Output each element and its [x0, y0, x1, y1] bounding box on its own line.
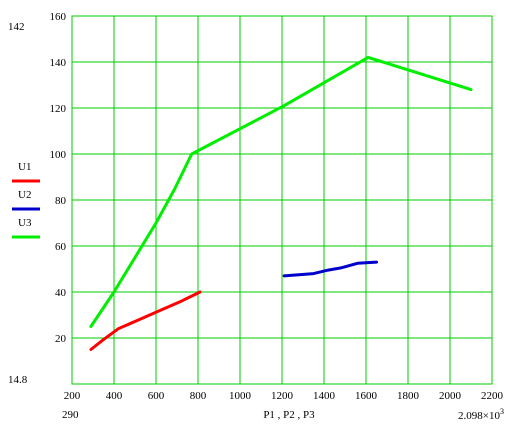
x-tick-label: 1200	[271, 390, 294, 402]
series-line-u1	[89, 290, 202, 351]
y-tick-label: 100	[50, 149, 67, 161]
x-tick-label: 600	[148, 390, 165, 402]
x-axis-title: P1 , P2 , P3	[263, 409, 315, 421]
x-tick-label: 1400	[313, 390, 336, 402]
y-tick-label: 140	[50, 57, 67, 69]
x-tick-label: 400	[106, 390, 123, 402]
y-tick-label: 80	[55, 195, 67, 207]
y-min-label: 14.8	[8, 374, 28, 386]
y-tick-label: 40	[55, 287, 67, 299]
legend-label-u1: U1	[18, 161, 31, 173]
grid	[71, 15, 493, 385]
x-tick-label: 2000	[439, 390, 462, 402]
legend-label-u3: U3	[18, 217, 32, 229]
y-tick-label: 20	[55, 333, 67, 345]
series-line-u2	[282, 260, 378, 278]
series-line-u3	[89, 55, 473, 328]
x-max-exponent: 3	[500, 407, 504, 416]
x-max-base: 2.098×10	[458, 410, 500, 422]
series-group	[89, 55, 473, 351]
y-tick-label: 120	[50, 103, 67, 115]
x-tick-label: 1000	[229, 390, 252, 402]
legend-label-u2: U2	[18, 189, 31, 201]
y-tick-label: 60	[55, 241, 67, 253]
y-max-label: 142	[8, 21, 25, 33]
y-tick-label: 160	[50, 11, 67, 23]
tick-labels: 200 400 600 800 1000 1200 1400 1600 1800 2000 2200…	[50, 11, 504, 402]
x-tick-label: 200	[64, 390, 81, 402]
x-tick-label: 1600	[355, 390, 378, 402]
x-max-label: 2.098×103	[458, 407, 504, 422]
x-tick-label: 2200	[481, 390, 504, 402]
x-tick-label: 800	[190, 390, 207, 402]
x-min-label: 290	[62, 409, 79, 421]
x-tick-label: 1800	[397, 390, 420, 402]
legend: U1 U2 U3	[12, 161, 40, 239]
